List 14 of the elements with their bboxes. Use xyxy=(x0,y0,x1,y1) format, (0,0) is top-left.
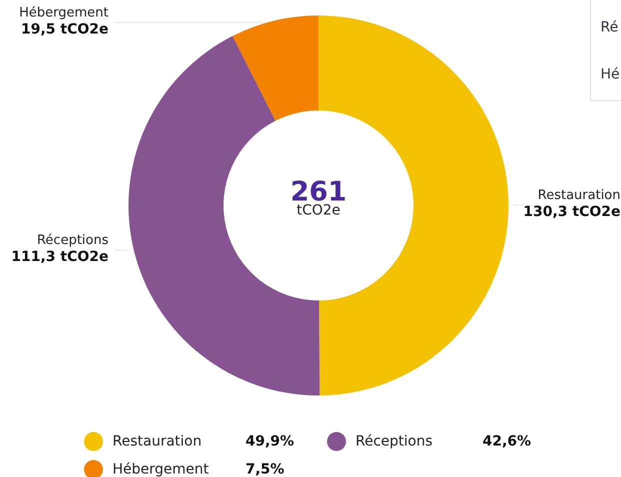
text: 7,5% xyxy=(246,462,284,477)
slice-label: Restauration xyxy=(538,188,621,203)
data-label: 111,3 tCO2e xyxy=(11,249,109,266)
legend-label: Hébergement xyxy=(112,462,210,477)
legend-label: Réceptions xyxy=(356,434,433,450)
text: 42,6% xyxy=(482,434,532,450)
data-label: 130,3 tCO2e xyxy=(523,204,621,220)
slice-label: Réceptions xyxy=(36,233,109,248)
text: Ré xyxy=(600,20,618,36)
slice-label: Hébergement xyxy=(19,6,109,20)
text: 49,9% xyxy=(246,434,294,450)
data-label: 19,5 tCO2e xyxy=(20,22,109,38)
text: Hé xyxy=(600,66,620,82)
legend-label: Restauration xyxy=(112,434,202,450)
